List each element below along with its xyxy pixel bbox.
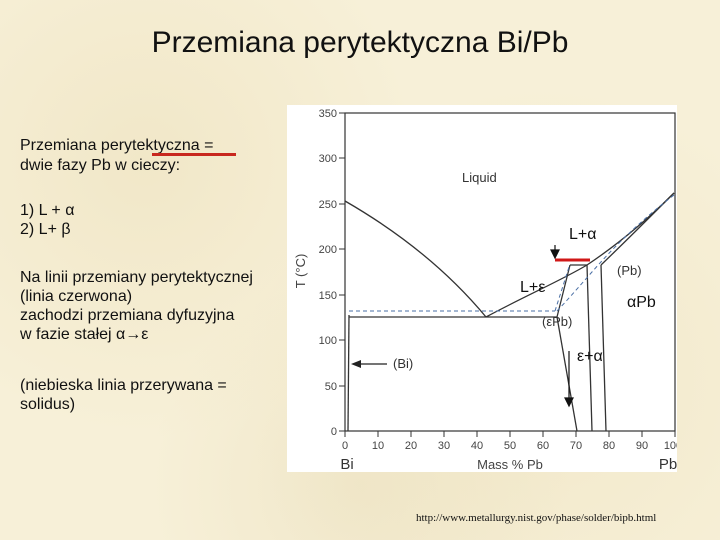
definition-line-1: Przemiana perytektyczna = [20, 137, 214, 154]
arrow-eps-alpha-head [564, 397, 574, 408]
slide-title: Przemiana perytektyczna Bi/Pb [151, 26, 569, 59]
paragraph-line-4: w fazie stałej α→ε [20, 326, 149, 343]
arrow-l-alpha-head [550, 249, 560, 260]
x-element-pb: Pb [659, 456, 677, 472]
annot-l-eps: L+ε [520, 279, 545, 296]
note-line-1: (niebieska linia przerywana = [20, 377, 227, 394]
x-tick-10: 10 [372, 440, 384, 452]
y-tick-200: 200 [319, 244, 337, 256]
y-tick-100: 100 [319, 335, 337, 347]
phase-item-1: 1) L + α [20, 202, 75, 219]
eps-left-lower [556, 316, 578, 432]
x-tick-0: 0 [342, 440, 348, 452]
y-tick-150: 150 [319, 290, 337, 302]
x-axis-label: Mass % Pb [477, 457, 543, 472]
y-tick-300: 300 [319, 153, 337, 165]
annot-l-alpha: L+α [569, 226, 597, 243]
definition-underline [152, 153, 236, 156]
paragraph-line-2: (linia czerwona) [20, 288, 133, 305]
paragraph-line-1: Na linii przemiany perytektycznej [20, 269, 253, 286]
bi-solvus [347, 314, 350, 432]
paragraph-line-3: zachodzi przemiana dyfuzyjna [20, 307, 235, 324]
annot-alpha-pb: αPb [627, 294, 656, 311]
source-url: http://www.metallurgy.nist.gov/phase/sol… [416, 512, 657, 524]
y-axis-label: T (°C) [293, 254, 308, 289]
note-line-2: solidus) [20, 396, 76, 413]
x-tick-30: 30 [438, 440, 450, 452]
pb-solvus [600, 264, 607, 432]
eps-right-boundary [586, 264, 593, 432]
phase-item-2: 2) L+ β [20, 221, 71, 238]
x-tick-70: 70 [570, 440, 582, 452]
x-element-bi: Bi [340, 456, 353, 472]
solidus-dashed [349, 194, 675, 312]
label-pb-phase: (Pb) [617, 263, 642, 278]
y-tick-50: 50 [325, 381, 337, 393]
x-tick-60: 60 [537, 440, 549, 452]
definition-line-2: dwie fazy Pb w cieczy: [20, 157, 181, 174]
phase-diagram: 350 300 250 200 150 100 50 0 0 10 20 [293, 108, 682, 473]
y-tick-350: 350 [319, 108, 337, 120]
liquidus-bi [344, 200, 487, 318]
x-tick-20: 20 [405, 440, 417, 452]
phase-diagram-panel: 350 300 250 200 150 100 50 0 0 10 20 [287, 105, 682, 473]
label-liquid: Liquid [462, 170, 497, 185]
x-tick-100: 100 [664, 440, 677, 452]
x-tick-90: 90 [636, 440, 648, 452]
bi-arrow-head [351, 360, 361, 368]
annot-eps-alpha: ε+α [577, 348, 603, 365]
x-tick-50: 50 [504, 440, 516, 452]
label-bi-phase: (Bi) [393, 356, 413, 371]
x-tick-40: 40 [471, 440, 483, 452]
label-eps-pb: (εPb) [542, 314, 572, 329]
phase-boundaries [344, 192, 675, 432]
y-tick-0: 0 [331, 426, 337, 438]
x-tick-80: 80 [603, 440, 615, 452]
y-tick-250: 250 [319, 199, 337, 211]
